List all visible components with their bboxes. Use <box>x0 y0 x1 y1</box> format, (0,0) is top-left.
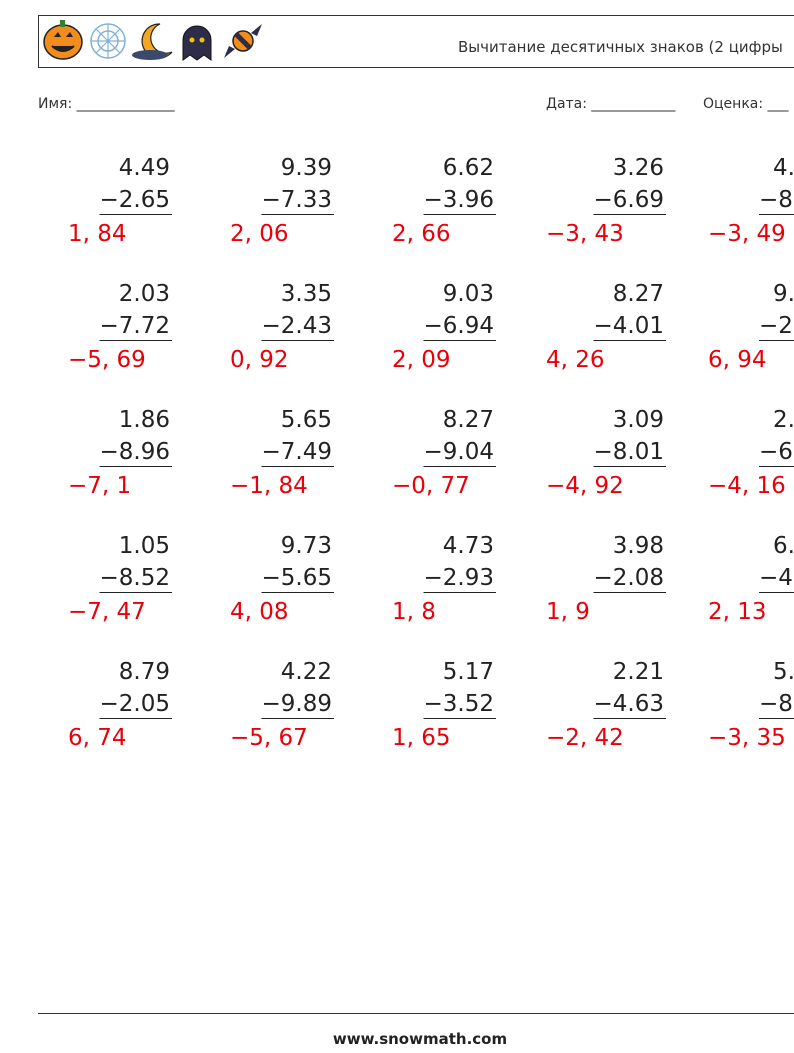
minuend: 5. <box>773 659 794 685</box>
minuend: 9.39 <box>281 155 332 181</box>
answer: −2, 42 <box>546 725 624 751</box>
answer: 6, 74 <box>68 725 127 751</box>
subtrahend: −4.7 <box>759 565 794 591</box>
answer: −5, 67 <box>230 725 308 751</box>
subtrahend: −7.49 <box>262 439 332 465</box>
subtrahend: −3.52 <box>424 691 494 717</box>
minuend: 4.73 <box>443 533 494 559</box>
footer-site: www.snowmath.com <box>333 1030 507 1048</box>
answer: 1, 8 <box>392 599 436 625</box>
title: Вычитание десятичных знаков (2 цифры <box>458 38 783 56</box>
minuend: 9.1 <box>773 281 794 307</box>
answer: 2, 66 <box>392 221 451 247</box>
name-field: Имя: ______________ <box>38 96 176 112</box>
minuend: 9.73 <box>281 533 332 559</box>
subtrahend: −6.69 <box>594 187 664 213</box>
subtrahend: −4.01 <box>594 313 664 339</box>
icons <box>43 20 262 61</box>
subtrahend: −2.93 <box>424 565 494 591</box>
minuend: 3.35 <box>281 281 332 307</box>
minuend: 1.05 <box>119 533 170 559</box>
subtrahend: −5.65 <box>262 565 332 591</box>
answer: 0, 92 <box>230 347 289 373</box>
minuend: 6.62 <box>443 155 494 181</box>
answer: 1, 65 <box>392 725 451 751</box>
subtrahend: −7.72 <box>100 313 170 339</box>
answer: −5, 69 <box>68 347 146 373</box>
minuend: 2.21 <box>613 659 664 685</box>
answer: −3, 43 <box>546 221 624 247</box>
subtrahend: −6. <box>759 439 794 465</box>
answer: −3, 49 <box>708 221 786 247</box>
minuend: 3.26 <box>613 155 664 181</box>
subtrahend: −8.52 <box>100 565 170 591</box>
answer: 4, 26 <box>546 347 605 373</box>
subtrahend: −2.05 <box>100 691 170 717</box>
minuend: 3.09 <box>613 407 664 433</box>
answer: 4, 08 <box>230 599 289 625</box>
date-field: Дата: ____________ <box>546 96 676 112</box>
minuend: 4.22 <box>281 659 332 685</box>
answer: −7, 1 <box>68 473 131 499</box>
answer: 2, 06 <box>230 221 289 247</box>
answer: −7, 47 <box>68 599 146 625</box>
minuend: 6.9 <box>773 533 794 559</box>
minuend: 1.86 <box>119 407 170 433</box>
minuend: 5.17 <box>443 659 494 685</box>
minuend: 3.98 <box>613 533 664 559</box>
answer: −1, 84 <box>230 473 308 499</box>
subtrahend: −8. <box>759 691 794 717</box>
subtrahend: −9.04 <box>424 439 494 465</box>
minuend: 2.03 <box>119 281 170 307</box>
header-box <box>38 15 794 68</box>
subtrahend: −4.63 <box>594 691 664 717</box>
subtrahend: −2.65 <box>100 187 170 213</box>
answer: −0, 77 <box>392 473 470 499</box>
grade-field: Оценка: ___ <box>703 96 790 112</box>
answer: 1, 84 <box>68 221 127 247</box>
minuend: 8.27 <box>443 407 494 433</box>
answer: 1, 9 <box>546 599 590 625</box>
answer: 2, 09 <box>392 347 451 373</box>
answer: 6, 94 <box>708 347 767 373</box>
subtrahend: −8.96 <box>100 439 170 465</box>
subtrahend: −3.96 <box>424 187 494 213</box>
answer: −3, 35 <box>708 725 786 751</box>
subtrahend: −8.01 <box>594 439 664 465</box>
answer: −4, 16 <box>708 473 786 499</box>
minuend: 2. <box>773 407 794 433</box>
subtrahend: −7.33 <box>262 187 332 213</box>
minuend: 4. <box>773 155 794 181</box>
subtrahend: −2.08 <box>594 565 664 591</box>
minuend: 8.79 <box>119 659 170 685</box>
subtrahend: −8. <box>759 187 794 213</box>
answer: 2, 13 <box>708 599 767 625</box>
minuend: 8.27 <box>613 281 664 307</box>
subtrahend: −9.89 <box>262 691 332 717</box>
subtrahend: −2.43 <box>262 313 332 339</box>
subtrahend: −2.2 <box>759 313 794 339</box>
minuend: 4.49 <box>119 155 170 181</box>
subtrahend: −6.94 <box>424 313 494 339</box>
answer: −4, 92 <box>546 473 624 499</box>
minuend: 9.03 <box>443 281 494 307</box>
minuend: 5.65 <box>281 407 332 433</box>
